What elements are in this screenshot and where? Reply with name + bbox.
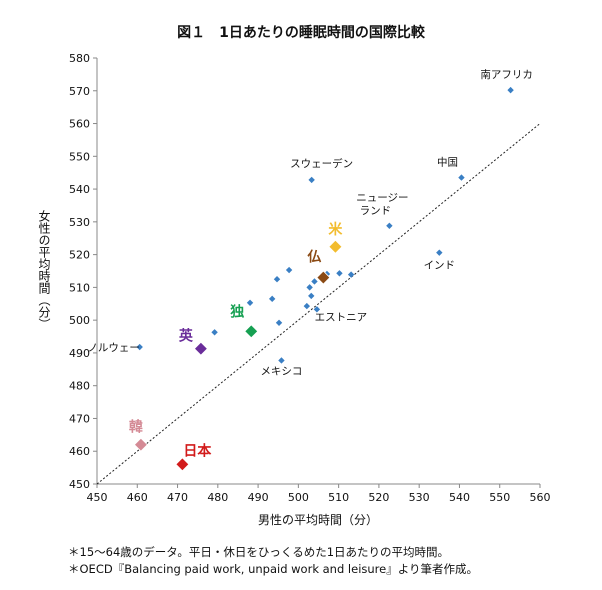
x-tick-label: 450 (87, 491, 108, 504)
y-tick-label: 570 (69, 85, 90, 98)
y-tick-label: 490 (69, 347, 90, 360)
y-tick-label: 530 (69, 216, 90, 229)
x-axis-label: 男性の平均時間（分） (258, 513, 378, 527)
highlight-point-label: 仏 (307, 250, 321, 266)
country-point (303, 302, 311, 310)
x-tick-label: 530 (409, 491, 430, 504)
x-tick-label: 470 (167, 491, 188, 504)
footnote: ＊OECD『Balancing paid work, unpaid work a… (68, 562, 478, 576)
footnotes: ＊15～64歳のデータ。平日・休日をひっくるめた1日あたりの平均時間。 ＊OEC… (68, 544, 478, 578)
highlight-country-point (175, 457, 190, 472)
country-point (308, 292, 315, 300)
country-point (311, 278, 318, 285)
axes: 450 460 470 480 490 500 510 520 530 540 550 560 450 4… (69, 52, 551, 504)
point-label: ノルウェー (87, 342, 140, 354)
country-point (136, 343, 143, 351)
country-point (436, 249, 443, 256)
highlight-point-label: 韓 (129, 419, 143, 436)
country-point (285, 266, 293, 274)
country-point (278, 357, 285, 364)
point-label-new-zealand-line2: ランド (360, 205, 392, 217)
chart-title: 図１ 1日あたりの睡眠時間の国際比較 (177, 24, 426, 41)
highlight-point-label: 独 (230, 303, 244, 320)
x-tick-label: 520 (368, 491, 389, 504)
y-tick-label: 470 (69, 412, 90, 425)
highlight-point-label: 米 (328, 221, 343, 238)
highlight-country-point (244, 324, 259, 339)
highlight-point-label: 日本 (183, 442, 212, 459)
point-label: 中国 (437, 156, 458, 169)
highlight-country-point (193, 341, 208, 356)
country-point (273, 275, 281, 283)
highlight-country-point (328, 239, 343, 254)
country-point (336, 270, 343, 277)
x-tick-label: 460 (127, 491, 148, 504)
y-tick-label: 450 (69, 478, 90, 491)
x-tick-label: 490 (248, 491, 269, 504)
point-label: エストニア (315, 311, 368, 323)
country-point (246, 299, 254, 306)
point-label: 南アフリカ (480, 68, 533, 81)
y-tick-label: 550 (69, 150, 90, 163)
y-tick-label: 480 (69, 380, 90, 393)
x-tick-label: 550 (489, 491, 510, 504)
country-point (507, 86, 514, 94)
country-point (211, 329, 218, 336)
y-tick-label: 520 (69, 249, 90, 262)
x-tick-label: 480 (207, 491, 228, 504)
y-tick-label: 580 (69, 52, 90, 65)
x-tick-label: 560 (530, 491, 551, 504)
point-label: スウェーデン (290, 157, 353, 170)
country-point (275, 319, 283, 326)
highlight-point-label: 英 (178, 328, 194, 345)
y-axis-label: 女性の平均時間（分） (37, 209, 51, 330)
y-tick-label: 510 (69, 281, 90, 294)
highlight-country-point (316, 270, 331, 285)
country-point (268, 295, 276, 303)
y-tick-label: 500 (69, 314, 90, 327)
country-point (386, 222, 393, 229)
country-point (306, 284, 313, 291)
country-point (308, 176, 315, 184)
point-label-new-zealand-line1: ニュージー (356, 192, 408, 204)
x-tick-label: 500 (288, 491, 309, 504)
country-point (347, 271, 355, 278)
point-label: メキシコ (260, 365, 302, 377)
y-tick-label: 560 (69, 118, 90, 131)
country-point (313, 306, 321, 313)
x-tick-label: 540 (449, 491, 470, 504)
highlight-country-point (133, 437, 148, 452)
footnote: ＊15～64歳のデータ。平日・休日をひっくるめた1日あたりの平均時間。 (68, 545, 450, 559)
data-points (133, 86, 514, 472)
x-tick-label: 510 (328, 491, 349, 504)
reference-line-y-equals-x (96, 123, 541, 485)
country-point (458, 174, 465, 181)
point-label: インド (424, 260, 456, 272)
y-tick-label: 540 (69, 183, 90, 196)
y-tick-label: 460 (69, 445, 90, 458)
